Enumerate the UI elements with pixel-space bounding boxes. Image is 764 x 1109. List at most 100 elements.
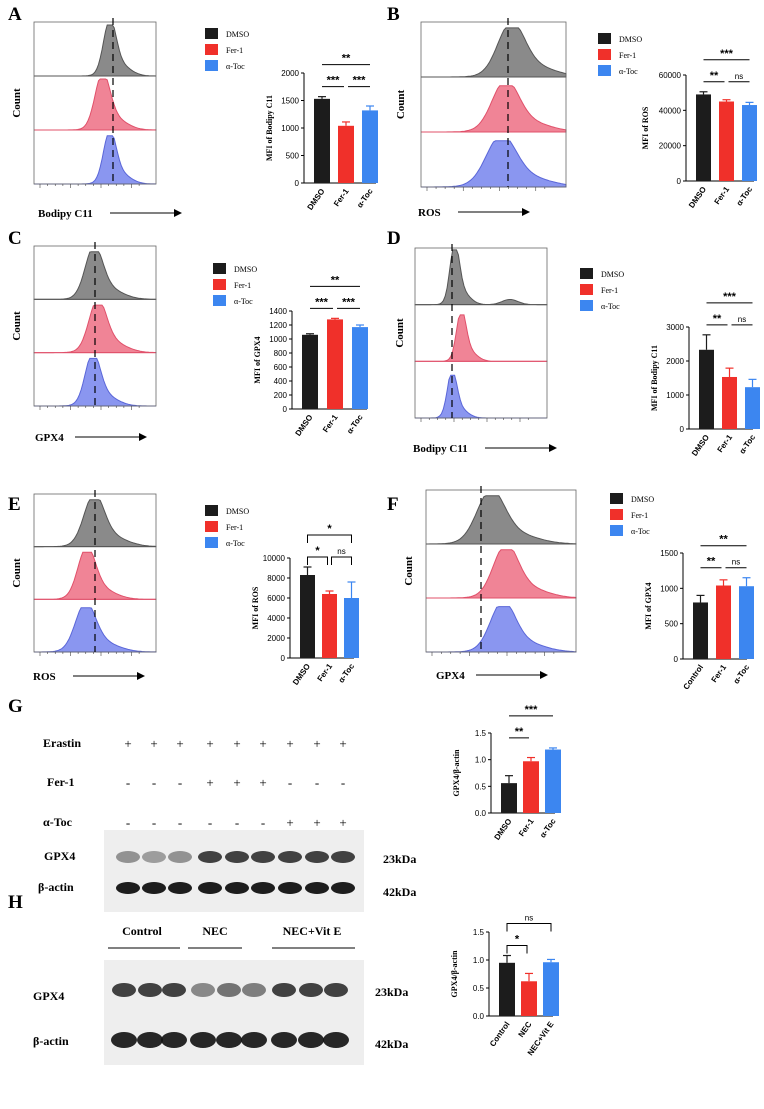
y-tick-label: 10000 <box>263 554 286 563</box>
legend-swatch <box>213 279 226 290</box>
fluorescence-axis-label: GPX4 <box>436 670 465 682</box>
category-label: Fer-1 <box>713 185 732 207</box>
legend-F: DMSO Fer-1 α-Toc <box>610 493 654 536</box>
bar-α-Toc <box>742 105 757 181</box>
significance-label: ** <box>719 534 728 546</box>
count-axis-label: Count <box>394 318 406 348</box>
flow-panel-D: Count Bodipy C11 DMSO Fer-1 α-Toc <box>394 244 624 455</box>
y-tick-label: 20000 <box>659 142 682 151</box>
legend-label: DMSO <box>234 265 257 274</box>
panel-letter-B: B <box>387 4 400 25</box>
category-label: Fer-1 <box>316 662 335 684</box>
actin-band <box>161 1032 187 1048</box>
bar-DMSO <box>314 98 330 183</box>
histogram-F-3 <box>426 606 577 653</box>
significance-label: *** <box>723 291 737 303</box>
gpx4-band <box>305 851 329 863</box>
bar-DMSO <box>699 349 714 429</box>
y-tick-label: 3000 <box>666 323 684 332</box>
legend-swatch <box>205 60 218 71</box>
gpx4-band <box>191 983 215 997</box>
treatment-sign: + <box>339 736 346 751</box>
blot-membrane <box>104 830 364 912</box>
histogram-frame <box>425 489 577 653</box>
significance-label: * <box>515 934 520 946</box>
significance-label: * <box>315 545 320 557</box>
fluorescence-axis-label: ROS <box>418 207 441 219</box>
bar-α-Toc <box>362 110 378 183</box>
gpx4-band <box>142 851 166 863</box>
count-axis-label: Count <box>11 311 23 341</box>
legend-label: α-Toc <box>226 62 245 71</box>
treatment-sign: - <box>178 775 182 790</box>
significance-label: ns <box>525 914 533 923</box>
actin-band <box>251 882 275 894</box>
gpx4-band <box>251 851 275 863</box>
fluorescence-axis-label: ROS <box>33 671 56 683</box>
y-tick-label: 500 <box>286 152 300 161</box>
count-axis-label: Count <box>11 558 23 588</box>
treatment-sign: - <box>208 815 212 830</box>
treatment-sign: - <box>126 815 130 830</box>
y-axis-title: GPX4/β-actin <box>450 950 459 997</box>
y-tick-label: 1000 <box>666 391 684 400</box>
significance-label: *** <box>315 296 329 308</box>
y-axis-title: MFI of GPX4 <box>644 582 653 629</box>
y-axis-title: GPX4/β-actin <box>452 749 461 796</box>
y-tick-label: 400 <box>274 377 288 386</box>
actin-band <box>271 1032 297 1048</box>
y-tick-label: 40000 <box>659 106 682 115</box>
gpx4-band <box>198 851 222 863</box>
treatment-sign: + <box>259 736 266 751</box>
category-label: Fer-1 <box>321 413 340 435</box>
panel-letter-A: A <box>8 4 22 25</box>
category-label: Fer-1 <box>517 817 536 839</box>
group-label: Control <box>122 924 162 938</box>
treatment-sign: + <box>206 736 213 751</box>
bar-α-Toc <box>745 387 760 429</box>
panel-letter-H: H <box>8 892 23 913</box>
histogram-D-2 <box>414 314 548 362</box>
category-label: α-Toc <box>732 663 752 686</box>
bar-DMSO <box>302 334 318 409</box>
gpx4-band <box>225 851 249 863</box>
y-tick-label: 2000 <box>666 357 684 366</box>
legend-swatch <box>598 65 611 76</box>
treatment-sign: - <box>288 775 292 790</box>
treatment-sign: - <box>178 815 182 830</box>
legend-swatch <box>580 284 593 295</box>
actin-band <box>116 882 140 894</box>
legend-label: α-Toc <box>601 302 620 311</box>
actin-band <box>225 882 249 894</box>
flow-panel-A: Count Bodipy C11 DMSO Fer-1 α-Toc <box>11 18 249 220</box>
legend-swatch <box>580 268 593 279</box>
band-label-actin: β-actin <box>38 880 74 894</box>
y-tick-label: 8000 <box>267 574 285 583</box>
fluorescence-axis-label: Bodipy C11 <box>38 208 93 220</box>
category-label: Control <box>488 1020 512 1048</box>
legend-swatch <box>213 263 226 274</box>
y-tick-label: 0.0 <box>473 1012 485 1021</box>
significance-bracket <box>307 534 352 543</box>
panel-letter-G: G <box>8 696 23 717</box>
y-axis-title: MFI of Bodipy C11 <box>265 95 274 161</box>
actin-band <box>168 882 192 894</box>
category-label: DMSO <box>306 187 327 212</box>
bar-α-Toc <box>739 586 754 659</box>
legend-label: Fer-1 <box>226 46 243 55</box>
bar-Fer-1 <box>716 585 731 659</box>
y-tick-label: 6000 <box>267 594 285 603</box>
treatment-sign: - <box>315 775 319 790</box>
legend-label: DMSO <box>619 35 642 44</box>
category-label: α-Toc <box>355 187 375 210</box>
panel-letter-F: F <box>387 494 399 515</box>
treatment-sign: - <box>235 815 239 830</box>
bar-NEC <box>521 981 537 1016</box>
y-tick-label: 4000 <box>267 614 285 623</box>
significance-label: ** <box>342 53 351 65</box>
treatment-sign: - <box>341 775 345 790</box>
gpx4-band <box>116 851 140 863</box>
significance-label: ** <box>331 274 340 286</box>
significance-label: *** <box>720 48 734 60</box>
